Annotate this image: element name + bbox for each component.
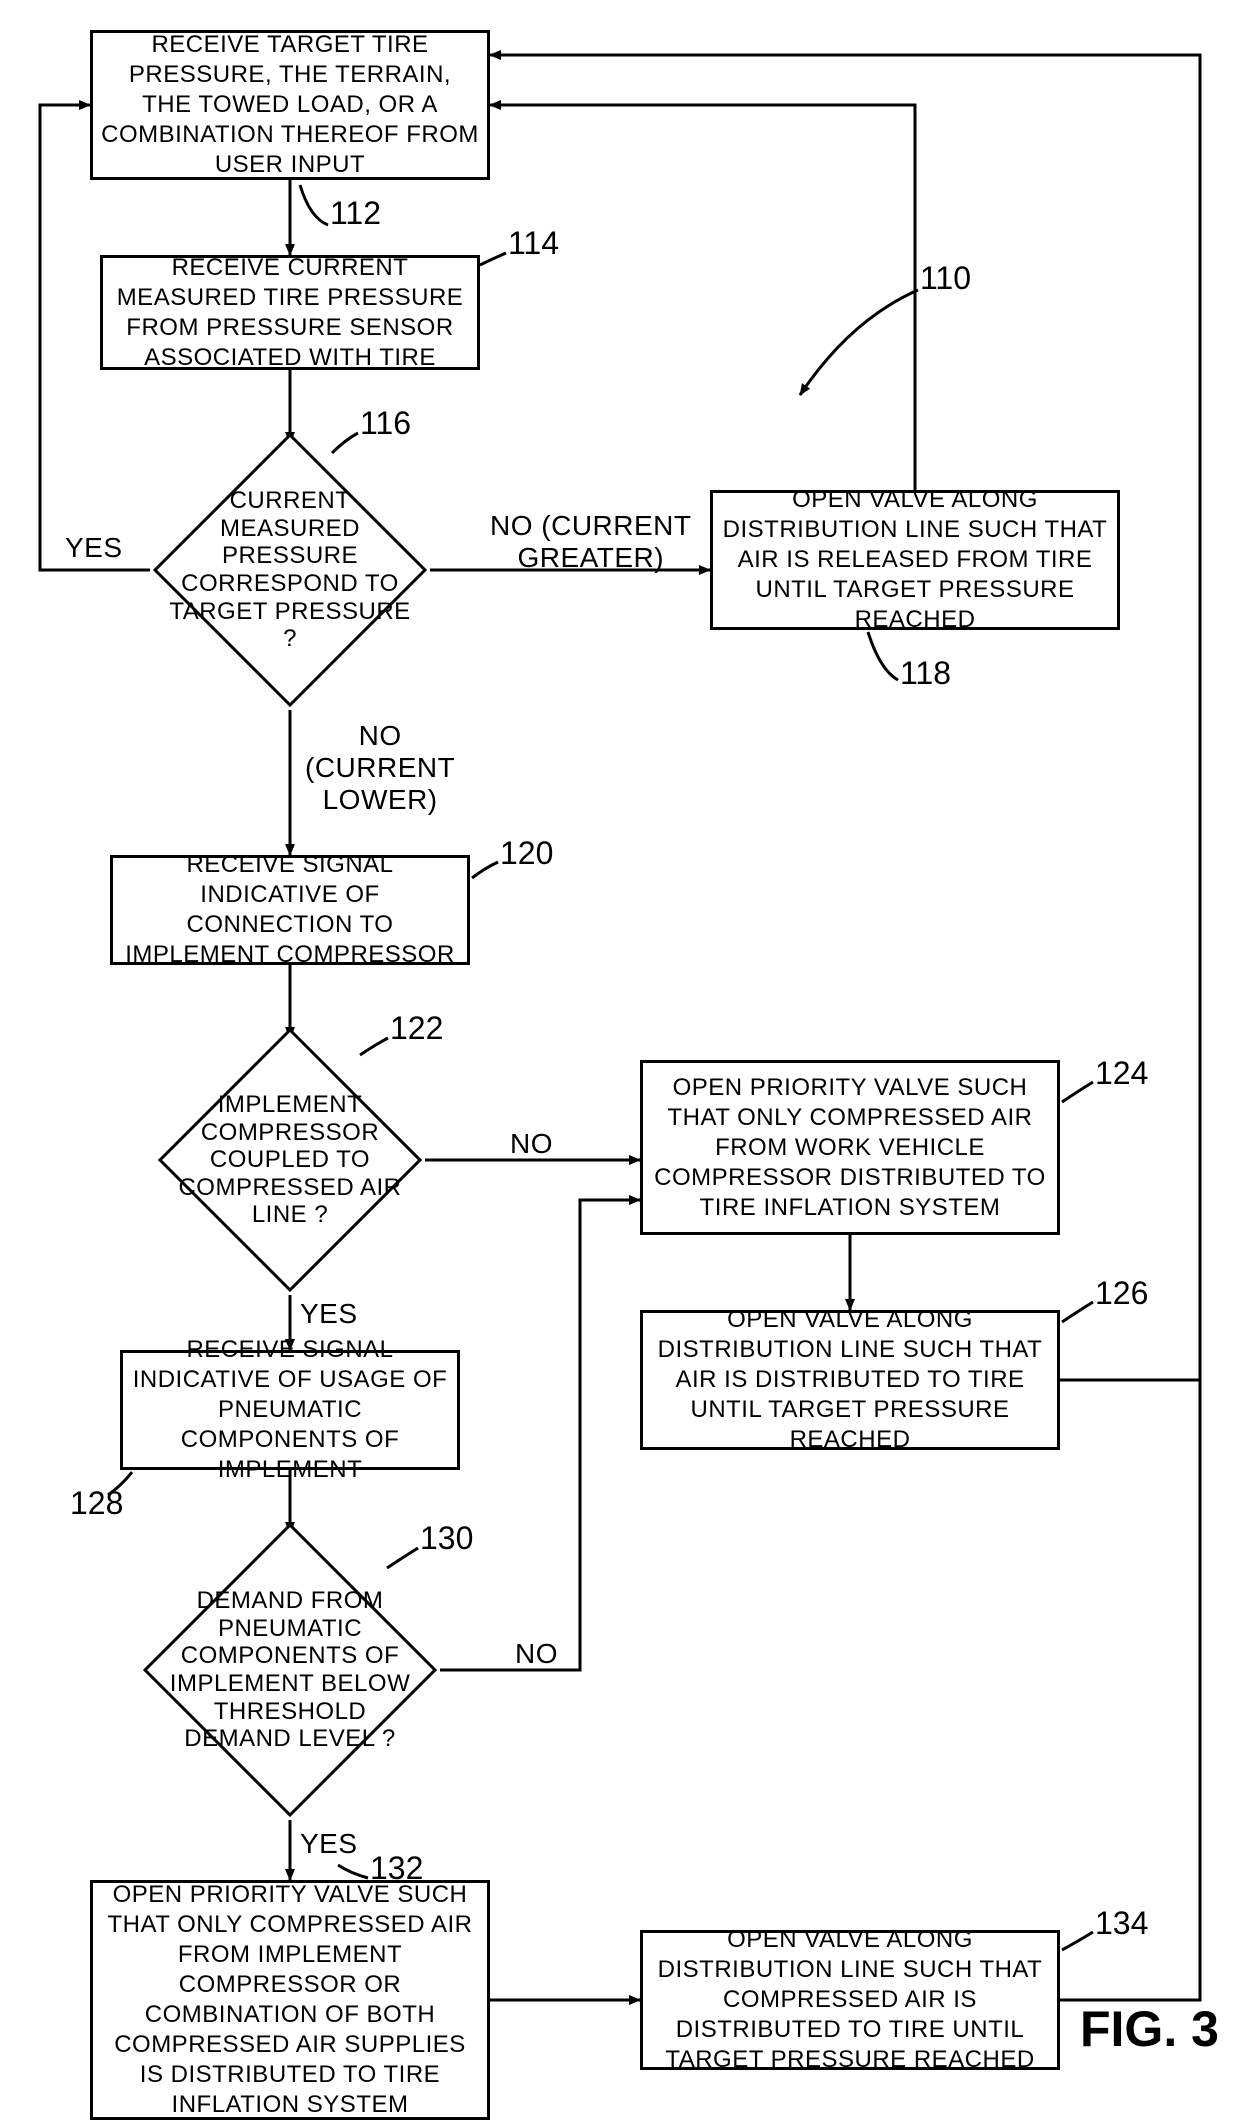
- ref-116: 116: [360, 405, 411, 442]
- node-124-text: OPEN PRIORITY VALVE SUCH THAT ONLY COMPR…: [651, 1073, 1049, 1223]
- node-112-text: RECEIVE TARGET TIRE PRESSURE, THE TERRAI…: [101, 30, 479, 180]
- node-122-text: IMPLEMENT COMPRESSOR COUPLED TO COMPRESS…: [173, 1091, 407, 1229]
- node-134-text: OPEN VALVE ALONG DISTRIBUTION LINE SUCH …: [651, 1925, 1049, 2075]
- node-120: RECEIVE SIGNAL INDICATIVE OF CONNECTION …: [110, 855, 470, 965]
- label-no-116-down: NO (CURRENT LOWER): [305, 720, 455, 816]
- ref-112: 112: [330, 195, 381, 232]
- node-134: OPEN VALVE ALONG DISTRIBUTION LINE SUCH …: [640, 1930, 1060, 2070]
- label-yes-116: YES: [65, 532, 123, 564]
- node-116-text: CURRENT MEASURED PRESSURE CORRESPOND TO …: [168, 487, 412, 653]
- node-120-text: RECEIVE SIGNAL INDICATIVE OF CONNECTION …: [121, 850, 459, 970]
- flowchart-canvas: RECEIVE TARGET TIRE PRESSURE, THE TERRAI…: [0, 0, 1240, 2058]
- node-132: OPEN PRIORITY VALVE SUCH THAT ONLY COMPR…: [90, 1880, 490, 2120]
- node-116: CURRENT MEASURED PRESSURE CORRESPOND TO …: [150, 430, 430, 710]
- node-128: RECEIVE SIGNAL INDICATIVE OF USAGE OF PN…: [120, 1350, 460, 1470]
- label-no-130: NO: [515, 1638, 558, 1670]
- ref-122: 122: [390, 1010, 443, 1047]
- node-114: RECEIVE CURRENT MEASURED TIRE PRESSURE F…: [100, 255, 480, 370]
- ref-130: 130: [420, 1520, 473, 1557]
- node-132-text: OPEN PRIORITY VALVE SUCH THAT ONLY COMPR…: [101, 1880, 479, 2120]
- node-118: OPEN VALVE ALONG DISTRIBUTION LINE SUCH …: [710, 490, 1120, 630]
- node-126-text: OPEN VALVE ALONG DISTRIBUTION LINE SUCH …: [651, 1305, 1049, 1455]
- node-130: DEMAND FROM PNEUMATIC COMPONENTS OF IMPL…: [140, 1520, 440, 1820]
- label-yes-122: YES: [300, 1298, 358, 1330]
- node-124: OPEN PRIORITY VALVE SUCH THAT ONLY COMPR…: [640, 1060, 1060, 1235]
- node-122: IMPLEMENT COMPRESSOR COUPLED TO COMPRESS…: [155, 1025, 425, 1295]
- node-112: RECEIVE TARGET TIRE PRESSURE, THE TERRAI…: [90, 30, 490, 180]
- node-118-text: OPEN VALVE ALONG DISTRIBUTION LINE SUCH …: [721, 485, 1109, 635]
- ref-114: 114: [508, 225, 559, 262]
- label-yes-130: YES: [300, 1828, 358, 1860]
- ref-110: 110: [920, 260, 971, 297]
- ref-120: 120: [500, 835, 553, 872]
- node-130-text: DEMAND FROM PNEUMATIC COMPONENTS OF IMPL…: [158, 1587, 422, 1753]
- node-128-text: RECEIVE SIGNAL INDICATIVE OF USAGE OF PN…: [131, 1335, 449, 1485]
- ref-128: 128: [70, 1485, 123, 1522]
- figure-label: FIG. 3: [1080, 2000, 1219, 2058]
- node-114-text: RECEIVE CURRENT MEASURED TIRE PRESSURE F…: [111, 253, 469, 373]
- label-no-116-right: NO (CURRENT GREATER): [490, 510, 692, 574]
- ref-132: 132: [370, 1850, 423, 1887]
- ref-118: 118: [900, 655, 951, 692]
- label-no-122: NO: [510, 1128, 553, 1160]
- ref-124: 124: [1095, 1055, 1148, 1092]
- ref-126: 126: [1095, 1275, 1148, 1312]
- node-126: OPEN VALVE ALONG DISTRIBUTION LINE SUCH …: [640, 1310, 1060, 1450]
- ref-134: 134: [1095, 1905, 1148, 1942]
